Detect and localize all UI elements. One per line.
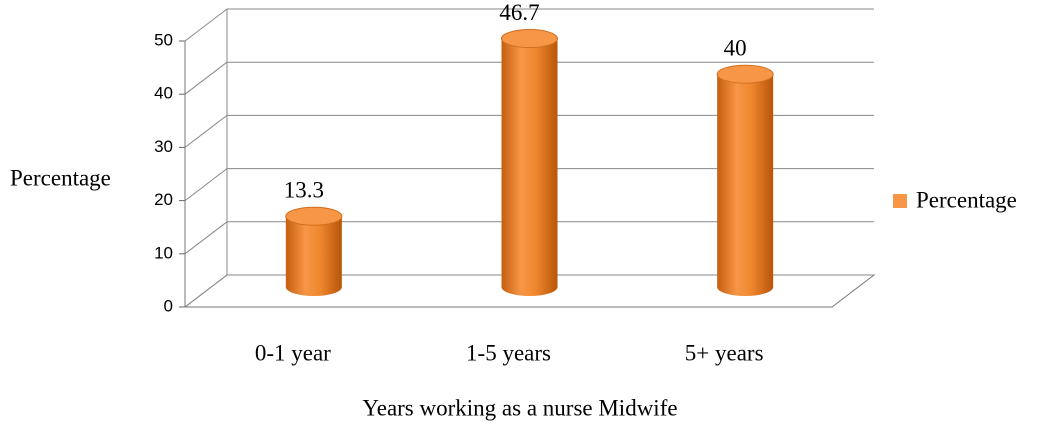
x-tick-label: 0-1 year: [255, 340, 331, 365]
bar: [717, 74, 774, 287]
y-tick-label: 40: [154, 84, 173, 103]
data-label: 40: [724, 35, 747, 60]
legend-label: Percentage: [916, 187, 1017, 212]
grid-line: [184, 8, 228, 42]
y-tick-label: 30: [154, 137, 173, 156]
grid-line: [184, 115, 228, 148]
bar-top: [501, 29, 558, 49]
bar-top: [285, 206, 343, 226]
y-tick-label: 20: [154, 190, 173, 209]
y-tick-label: 50: [154, 30, 173, 49]
grid-line: [184, 221, 228, 255]
bar: [285, 216, 342, 287]
grid-line: [184, 61, 228, 95]
bar: [501, 38, 558, 287]
data-label: 46.7: [499, 0, 539, 25]
legend-swatch: [893, 194, 907, 208]
x-tick-label: 1-5 years: [466, 340, 551, 365]
y-axis-label: Percentage: [10, 165, 111, 190]
x-tick-label: 5+ years: [685, 340, 764, 365]
grid-line: [184, 168, 228, 201]
data-label: 13.3: [284, 178, 324, 203]
grid-line: [184, 274, 228, 308]
y-tick-label: 0: [164, 296, 173, 315]
y-tick-label: 10: [154, 243, 173, 262]
bar-top: [716, 64, 774, 84]
x-axis-label: Years working as a nurse Midwife: [362, 395, 677, 420]
